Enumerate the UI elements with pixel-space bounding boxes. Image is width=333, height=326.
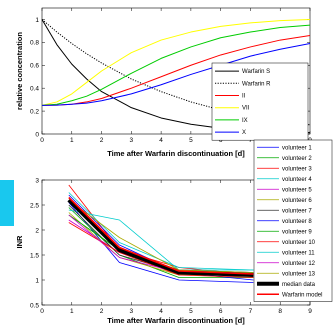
x-tick-label: 6 — [219, 308, 223, 315]
legend-entry: median data — [282, 282, 316, 288]
legend-entry: volunteer 12 — [282, 261, 316, 267]
legend-entry: IX — [242, 118, 248, 124]
series-line-x — [41, 43, 311, 106]
x-tick-label: 4 — [159, 308, 163, 315]
legend-entry: volunteer 6 — [282, 198, 312, 204]
legend-entry: X — [242, 130, 246, 136]
series-line-median-data — [67, 198, 254, 277]
legend-entry: volunteer 10 — [282, 240, 316, 246]
y-tick-label: 1 — [35, 17, 39, 24]
legend-entry: volunteer 3 — [282, 166, 312, 172]
x-tick-label: 5 — [189, 308, 193, 315]
legend-box — [211, 62, 309, 141]
bottom-y-axis-label: INR — [15, 235, 24, 249]
x-tick-label: 3 — [130, 308, 134, 315]
top-y-axis-label: relative concentration — [15, 32, 24, 110]
y-tick-label: 1.5 — [30, 252, 39, 259]
top-series-lines — [41, 18, 311, 134]
x-tick-label: 7 — [249, 137, 253, 144]
top-legend: Warfarin S Warfarin R II VII IX X — [211, 62, 309, 141]
y-tick-label: 2 — [35, 227, 39, 234]
bottom-x-axis-label: Time after Warfarin discontinuation [d] — [107, 316, 245, 325]
x-tick-label: 0 — [40, 308, 44, 315]
x-tick-label: 2 — [100, 137, 104, 144]
series-line-ix — [41, 24, 311, 106]
x-tick-label: 8 — [278, 308, 282, 315]
y-tick-label: 0.5 — [30, 302, 39, 309]
legend-entry: volunteer 4 — [282, 177, 312, 183]
legend-entry: Warfarin R — [242, 81, 271, 87]
bottom-series-lines — [67, 184, 254, 283]
x-tick-label: 7 — [249, 308, 253, 315]
top-x-axis-label: Time after Warfarin discontinuation [d] — [107, 149, 245, 158]
legend-entry: volunteer 5 — [282, 187, 312, 193]
y-tick-label: 0.6 — [30, 63, 39, 70]
x-tick-label: 9 — [308, 308, 312, 315]
legend-entry: volunteer 2 — [282, 156, 312, 162]
series-line-volunteer-4 — [68, 209, 254, 271]
y-tick-label: 0 — [35, 131, 39, 138]
y-tick-label: 1 — [35, 277, 39, 284]
x-tick-label: 3 — [130, 137, 134, 144]
bottom-x-ticks: 0 1 2 3 4 5 6 7 8 9 — [40, 180, 312, 315]
legend-entry: Warfarin model — [282, 292, 322, 298]
legend-entry: VII — [242, 106, 250, 112]
y-tick-label: 3 — [35, 177, 39, 184]
x-tick-label: 2 — [100, 308, 104, 315]
x-tick-label: 1 — [70, 308, 74, 315]
y-tick-label: 0.2 — [30, 108, 39, 115]
series-line-vii — [41, 18, 311, 106]
y-tick-label: 2.5 — [30, 202, 39, 209]
bottom-chart: 0 1 2 3 4 5 6 7 8 9 0.5 1 1.5 2 2.5 3 Time after Warfa… — [15, 139, 333, 325]
legend-entry: II — [242, 94, 246, 100]
top-y-ticks: 0 0.2 0.4 0.6 0.8 1 — [30, 17, 310, 138]
series-line-volunteer-11 — [68, 192, 254, 271]
legend-entry: volunteer 1 — [282, 145, 312, 151]
legend-entry: volunteer 13 — [282, 271, 316, 277]
y-tick-label: 0.4 — [30, 85, 39, 92]
legend-entry: volunteer 8 — [282, 219, 312, 225]
legend-entry: volunteer 7 — [282, 208, 312, 214]
x-tick-label: 5 — [189, 137, 193, 144]
legend-entry: Warfarin S — [242, 69, 270, 75]
x-tick-label: 1 — [70, 137, 74, 144]
y-tick-label: 0.8 — [30, 40, 39, 47]
bottom-legend: volunteer 1 volunteer 2 volunteer 3 volunte… — [253, 139, 333, 302]
x-tick-label: 4 — [159, 137, 163, 144]
legend-entry: volunteer 11 — [282, 250, 315, 256]
x-tick-label: 6 — [219, 137, 223, 144]
x-tick-label: 0 — [40, 137, 44, 144]
series-line-warfarin-model — [68, 196, 254, 275]
series-line-volunteer-10 — [68, 222, 254, 278]
legend-entry: volunteer 9 — [282, 229, 312, 235]
series-line-volunteer-13 — [68, 199, 254, 273]
side-accent-bar — [0, 180, 14, 226]
